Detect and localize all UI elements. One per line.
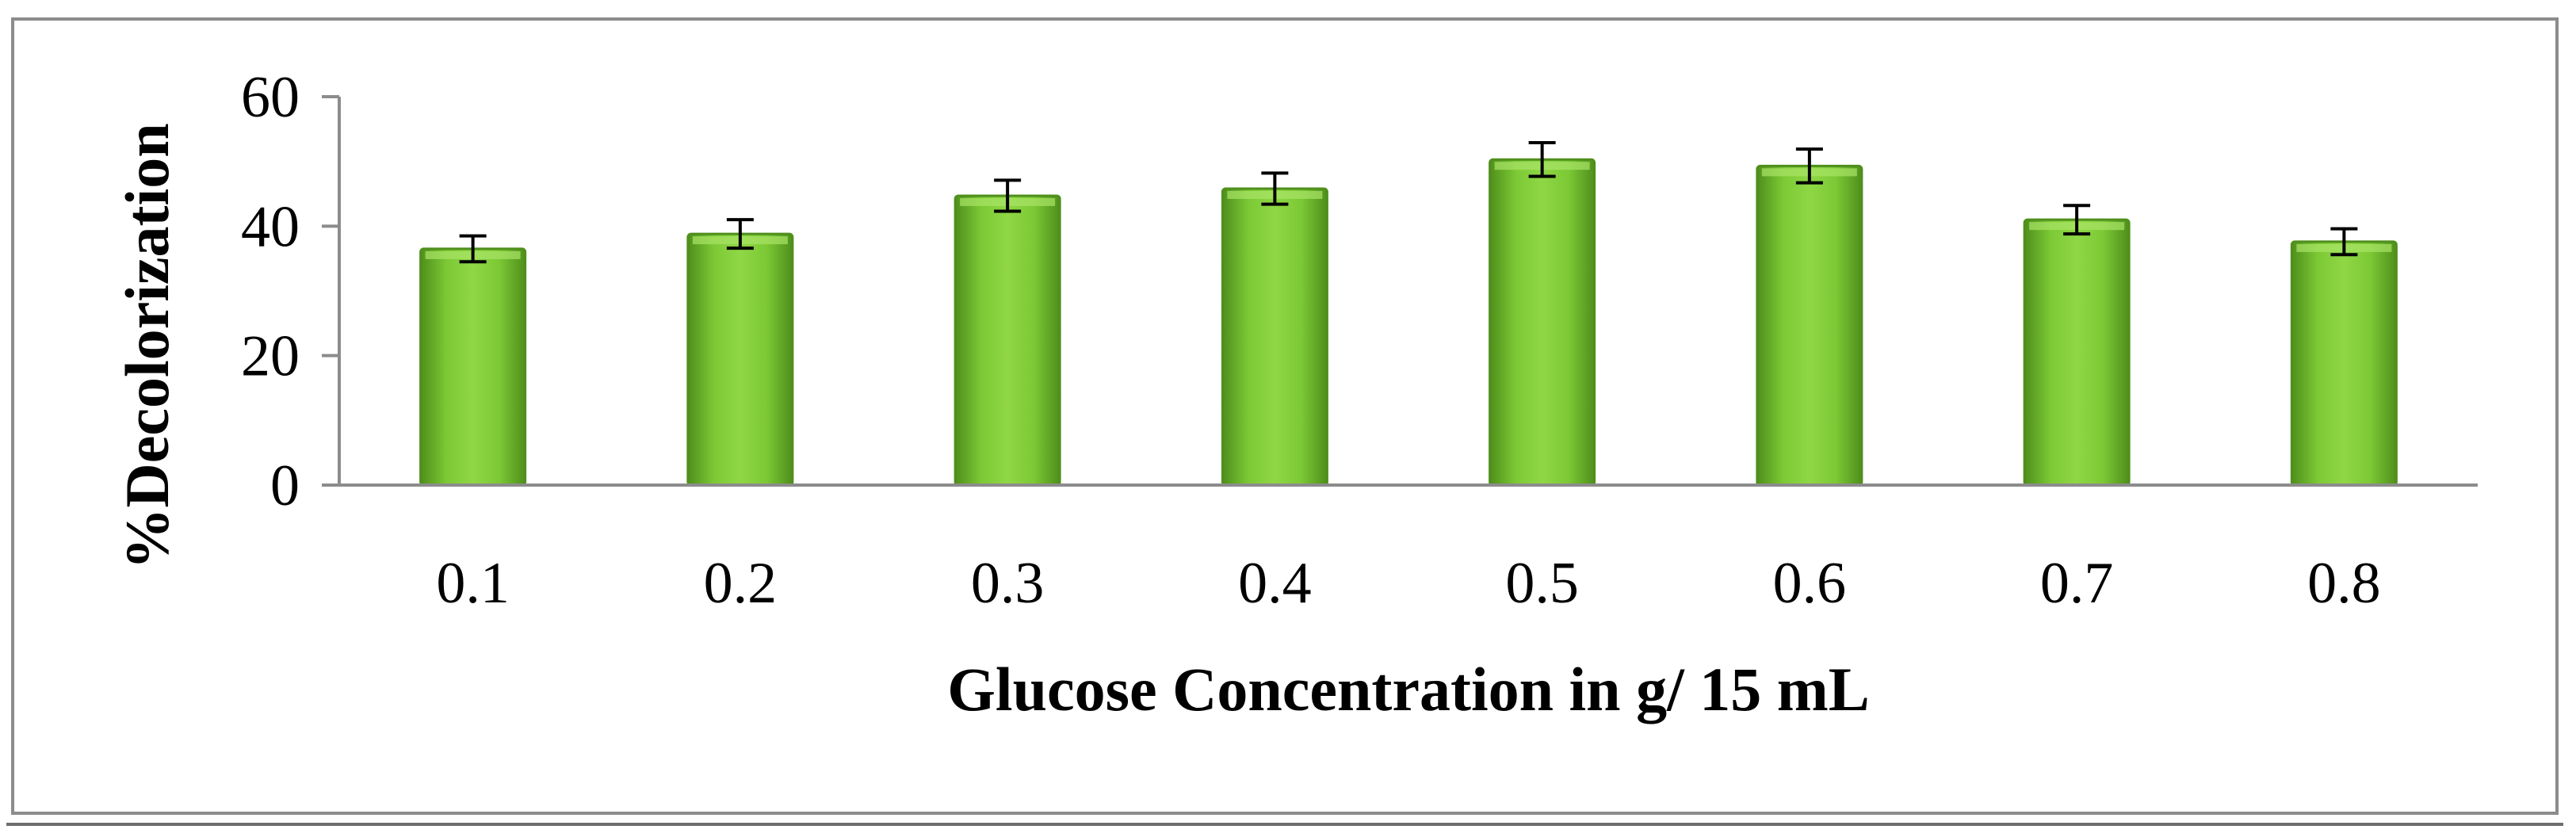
y-tick-label: 20 (241, 324, 300, 389)
y-axis-title: %Decolorization (113, 123, 182, 569)
bar (1489, 158, 1596, 487)
bar-series (419, 158, 2398, 487)
y-tick-label: 0 (270, 453, 300, 518)
x-tick-label: 0.5 (1505, 551, 1579, 616)
x-axis-tick-labels: 0.1 0.2 0.3 0.4 0.5 0.6 0.7 0.8 (436, 551, 2380, 616)
x-tick-label: 0.6 (1773, 551, 1847, 616)
y-tick-label: 40 (241, 194, 300, 259)
bar (2023, 218, 2131, 487)
bar (1221, 187, 1328, 487)
x-tick-label: 0.7 (2040, 551, 2114, 616)
x-tick-label: 0.3 (971, 551, 1045, 616)
y-tick-label: 60 (241, 65, 300, 130)
bar (419, 247, 527, 487)
x-tick-label: 0.1 (436, 551, 510, 616)
x-tick-label: 0.2 (704, 551, 778, 616)
x-tick-label: 0.4 (1238, 551, 1312, 616)
y-axis-ticks: 0 20 40 60 (241, 65, 339, 518)
bar (1756, 164, 1863, 487)
bar (686, 232, 794, 487)
bar (2290, 240, 2398, 487)
error-bars (459, 140, 2358, 264)
outer-border-line (6, 823, 2563, 826)
x-axis-title: Glucose Concentration in g/ 15 mL (947, 655, 1870, 724)
bar (954, 194, 1061, 487)
x-tick-label: 0.8 (2307, 551, 2381, 616)
